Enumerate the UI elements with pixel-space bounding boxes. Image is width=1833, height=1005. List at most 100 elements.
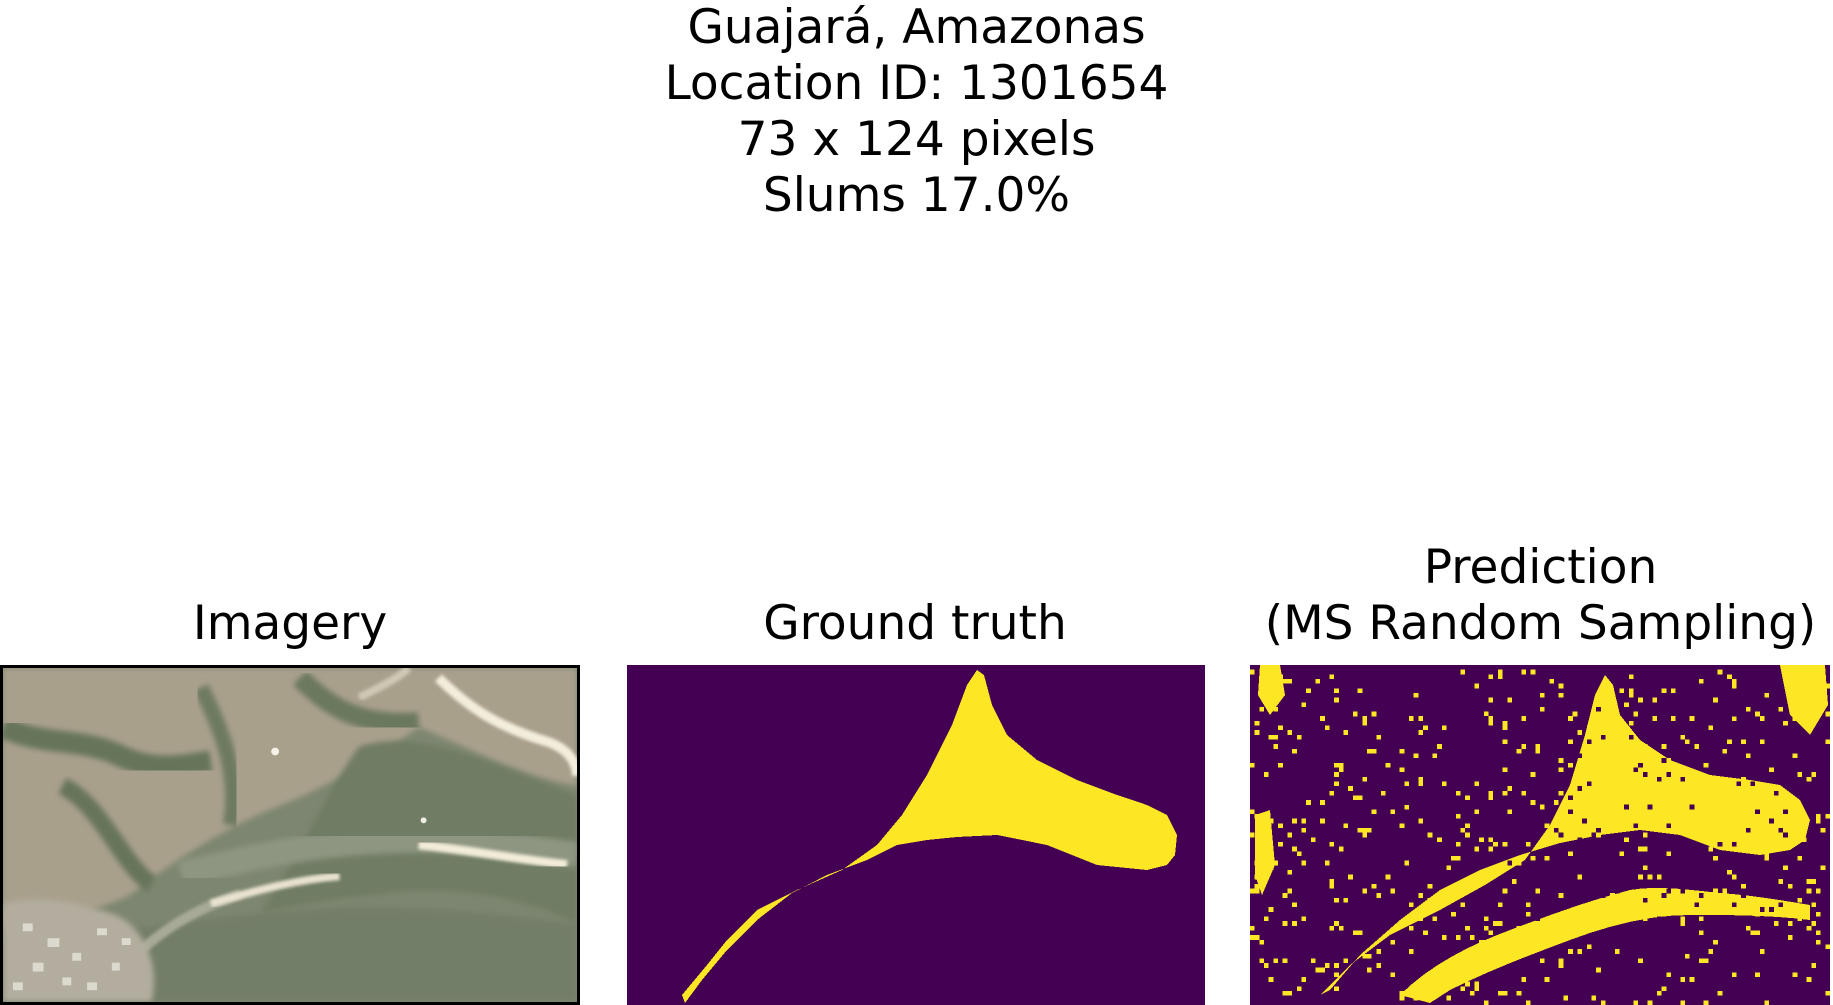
prediction-noise-pixel (1689, 772, 1695, 777)
prediction-noise-pixel (1661, 986, 1667, 992)
prediction-noise-pixel (1656, 772, 1662, 777)
prediction-noise-pixel (1427, 897, 1433, 903)
prediction-noise-pixel (1558, 767, 1564, 773)
ground-truth-panel (627, 665, 1205, 1005)
prediction-noise-pixel (1292, 818, 1297, 824)
prediction-noise-pixel (1764, 692, 1770, 698)
prediction-noise-pixel (1713, 856, 1718, 861)
prediction-hole-pixel (1661, 856, 1667, 861)
prediction-noise-pixel (1348, 786, 1353, 791)
prediction-hole-pixel (1554, 828, 1559, 833)
prediction-noise-pixel (1296, 734, 1302, 740)
prediction-noise-pixel (1460, 828, 1466, 833)
prediction-noise-pixel (1820, 828, 1826, 833)
prediction-noise-pixel (1745, 753, 1751, 759)
prediction-hole-pixel (1773, 725, 1779, 731)
prediction-hole-pixel (1586, 739, 1592, 745)
prediction-noise-pixel (1343, 958, 1349, 964)
prediction-noise-pixel (1493, 842, 1498, 847)
prediction-hole-pixel (1497, 818, 1503, 824)
prediction-noise-pixel (1787, 883, 1793, 889)
prediction-noise-pixel (1250, 809, 1255, 815)
prediction-noise-pixel (1816, 888, 1821, 894)
prediction-hole-pixel (1647, 804, 1653, 810)
prediction-noise-pixel (1675, 795, 1681, 801)
prediction-noise-pixel (1348, 874, 1353, 880)
prediction-noise-pixel (1254, 935, 1260, 940)
prediction-hole-pixel (1778, 902, 1784, 908)
prediction-noise-pixel (1264, 842, 1269, 847)
prediction-noise-pixel (1432, 916, 1438, 922)
prediction-noise-pixel (1413, 995, 1419, 1001)
prediction-hole-pixel (1675, 748, 1681, 754)
prediction-hole-pixel (1465, 744, 1470, 749)
prediction-noise-pixel (1357, 795, 1363, 801)
prediction-noise-pixel (1526, 911, 1531, 917)
prediction-noise-pixel (1680, 916, 1685, 922)
prediction-title-line-1: Prediction (1423, 540, 1658, 595)
prediction-slum-regions (1255, 665, 1828, 1003)
prediction-noise-pixel (1521, 977, 1526, 982)
prediction-noise-pixel (1568, 739, 1573, 745)
prediction-noise-pixel (1694, 744, 1700, 749)
prediction-noise-pixel (1572, 832, 1578, 838)
prediction-noise-pixel (1722, 888, 1728, 894)
prediction-noise-pixel (1610, 702, 1615, 707)
prediction-noise-pixel (1324, 963, 1330, 968)
prediction-noise-pixel (1741, 790, 1746, 796)
prediction-noise-pixel (1254, 814, 1260, 819)
prediction-hole-pixel (1633, 767, 1639, 773)
prediction-hole-pixel (1455, 767, 1461, 773)
prediction-hole-pixel (1558, 832, 1564, 838)
prediction-hole-pixel (1661, 758, 1667, 763)
prediction-noise-pixel (1474, 846, 1480, 852)
prediction-noise-pixel (1465, 925, 1470, 931)
prediction-hole-pixel (1689, 720, 1695, 726)
prediction-noise-pixel (1418, 730, 1424, 735)
prediction-noise-pixel (1750, 795, 1756, 801)
prediction-title-line-2: (MS Random Sampling) (1264, 596, 1817, 651)
prediction-noise-pixel (1376, 963, 1381, 968)
prediction-noise-pixel (1329, 879, 1335, 884)
prediction-hole-pixel (1404, 869, 1410, 875)
prediction-noise-pixel (1306, 800, 1311, 805)
prediction-noise-pixel (1320, 716, 1325, 721)
prediction-hole-pixel (1708, 692, 1714, 698)
prediction-noise-pixel (1554, 925, 1559, 931)
prediction-noise-pixel (1526, 902, 1531, 908)
prediction-noise-pixel (1703, 832, 1709, 838)
prediction-noise-pixel (1577, 730, 1583, 735)
title-line-location: Guajará, Amazonas (687, 0, 1146, 55)
prediction-noise-pixel (1488, 944, 1494, 950)
prediction-noise-pixel (1390, 888, 1395, 894)
prediction-noise-pixel (1488, 837, 1494, 842)
prediction-noise-pixel (1647, 1000, 1653, 1005)
prediction-hole-pixel (1568, 809, 1573, 815)
prediction-noise-pixel (1713, 907, 1718, 912)
prediction-noise-pixel (1773, 921, 1779, 926)
prediction-hole-pixel (1441, 711, 1447, 717)
prediction-hole-pixel (1666, 772, 1671, 777)
prediction-noise-pixel (1488, 716, 1494, 721)
prediction-noise-pixel (1366, 748, 1372, 754)
prediction-hole-pixel (1769, 739, 1774, 745)
prediction-noise-pixel (1671, 767, 1676, 773)
prediction-noise-pixel (1656, 991, 1662, 996)
prediction-noise-pixel (1371, 883, 1377, 889)
prediction-noise-pixel (1820, 702, 1826, 707)
prediction-noise-pixel (1755, 911, 1760, 917)
prediction-noise-pixel (1250, 669, 1255, 675)
prediction-noise-pixel (1460, 669, 1466, 675)
prediction-hole-pixel (1689, 804, 1695, 810)
prediction-noise-pixel (1259, 939, 1265, 945)
prediction-noise-pixel (1544, 856, 1550, 861)
prediction-noise-pixel (1661, 744, 1667, 749)
ground-truth-title: Ground truth (763, 596, 1067, 651)
prediction-noise-pixel (1334, 697, 1339, 703)
prediction-hole-pixel (1666, 692, 1671, 698)
prediction-noise-pixel (1278, 674, 1283, 679)
prediction-noise-pixel (1521, 790, 1526, 796)
prediction-hole-pixel (1572, 720, 1578, 726)
prediction-noise-pixel (1787, 674, 1793, 679)
prediction-noise-pixel (1465, 823, 1470, 829)
